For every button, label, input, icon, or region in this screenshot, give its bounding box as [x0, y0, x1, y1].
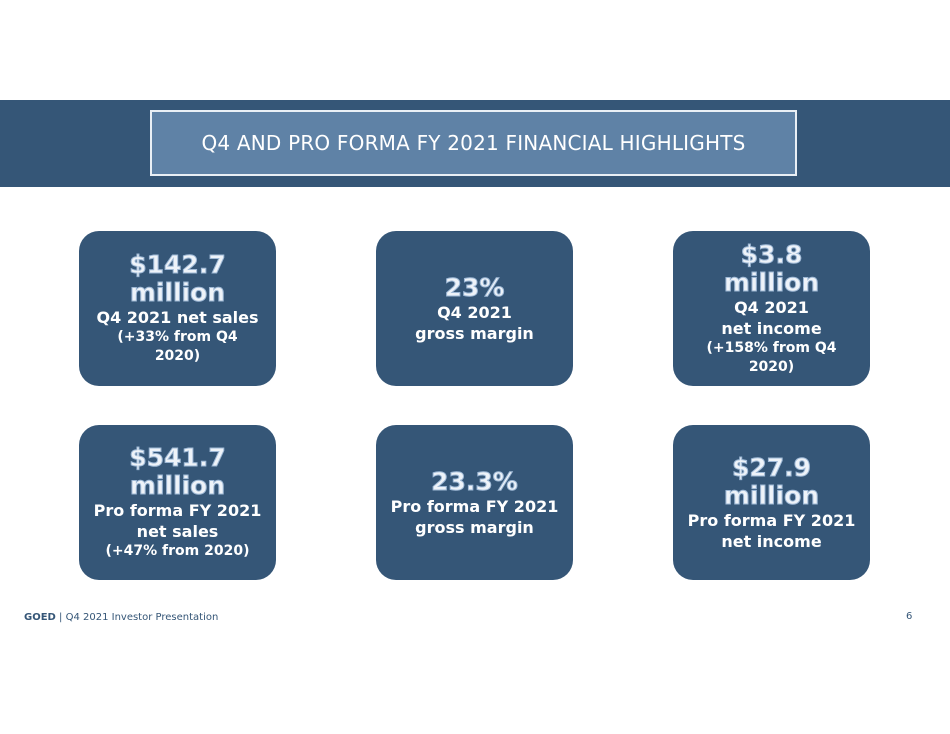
card-description: Q4 2021: [437, 302, 512, 322]
highlight-card-fy-gross-margin: 23.3% Pro forma FY 2021 gross margin: [376, 425, 573, 580]
highlight-card-fy-net-sales: $541.7 million Pro forma FY 2021 net sal…: [79, 425, 276, 580]
footer-text: Q4 2021 Investor Presentation: [65, 612, 219, 623]
card-metric: $27.9: [731, 452, 812, 482]
card-metric-unit: million: [723, 480, 820, 510]
page-title: Q4 AND PRO FORMA FY 2021 FINANCIAL HIGHL…: [201, 131, 746, 155]
card-metric-unit: million: [723, 267, 820, 297]
card-change: (+33% from Q4: [117, 329, 238, 345]
card-metric: 23.3%: [431, 466, 519, 496]
title-box: Q4 AND PRO FORMA FY 2021 FINANCIAL HIGHL…: [150, 110, 797, 176]
footer-brand: GOED: [24, 612, 56, 623]
page-number: 6: [906, 611, 913, 622]
footer-separator: |: [55, 612, 66, 623]
card-change-cont: 2020): [154, 348, 201, 364]
card-description-cont: gross margin: [415, 517, 534, 537]
card-metric: $541.7: [129, 443, 226, 472]
card-description-cont: net income: [721, 318, 822, 338]
card-description-cont: gross margin: [415, 323, 534, 343]
card-description-cont: net sales: [136, 522, 219, 541]
card-description: Pro forma FY 2021: [687, 510, 856, 530]
card-description: Pro forma FY 2021: [93, 501, 262, 520]
highlight-card-q4-net-income: $3.8 million Q4 2021 net income (+158% f…: [673, 231, 870, 386]
card-metric-unit: million: [129, 278, 226, 307]
card-description-cont: net income: [721, 531, 822, 551]
footer: GOED | Q4 2021 Investor Presentation: [24, 612, 218, 623]
highlight-card-fy-net-income: $27.9 million Pro forma FY 2021 net inco…: [673, 425, 870, 580]
highlight-card-q4-net-sales: $142.7 million Q4 2021 net sales (+33% f…: [79, 231, 276, 386]
card-description: Q4 2021: [734, 297, 809, 317]
card-change: (+47% from 2020): [105, 543, 250, 559]
card-metric: $142.7: [129, 250, 226, 279]
card-change-cont: 2020): [748, 358, 795, 375]
card-metric: 23%: [444, 272, 505, 302]
card-metric-unit: million: [129, 471, 226, 500]
card-description: Q4 2021 net sales: [96, 308, 259, 327]
highlight-card-q4-gross-margin: 23% Q4 2021 gross margin: [376, 231, 573, 386]
card-description: Pro forma FY 2021: [390, 496, 559, 516]
card-change: (+158% from Q4: [706, 339, 837, 356]
card-metric: $3.8: [740, 239, 803, 269]
